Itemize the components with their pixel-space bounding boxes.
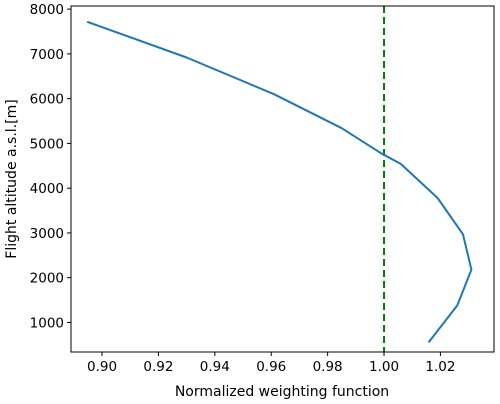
x-tick-label: 1.02 xyxy=(425,359,455,375)
x-tick-label: 0.90 xyxy=(87,359,117,375)
x-tick-label: 0.92 xyxy=(143,359,173,375)
x-tick-label: 0.94 xyxy=(200,359,230,375)
y-tick-label: 4000 xyxy=(30,181,64,197)
y-tick-label: 1000 xyxy=(30,315,64,331)
plot-frame xyxy=(70,5,495,353)
y-axis-label: Flight altitude a.s.l.[m] xyxy=(4,99,20,258)
y-tick-label: 7000 xyxy=(30,47,64,63)
y-tick-label: 8000 xyxy=(30,2,64,18)
series-line xyxy=(86,21,473,343)
y-tick-label: 5000 xyxy=(30,136,64,152)
x-tick-label: 1.00 xyxy=(369,359,399,375)
y-tick-label: 6000 xyxy=(30,92,64,108)
x-tick-label: 0.98 xyxy=(313,359,343,375)
x-tick-label: 0.96 xyxy=(256,359,286,375)
y-tick-label: 2000 xyxy=(30,271,64,287)
y-tick-label: 3000 xyxy=(30,226,64,242)
x-axis-label: Normalized weighting function xyxy=(175,384,389,400)
